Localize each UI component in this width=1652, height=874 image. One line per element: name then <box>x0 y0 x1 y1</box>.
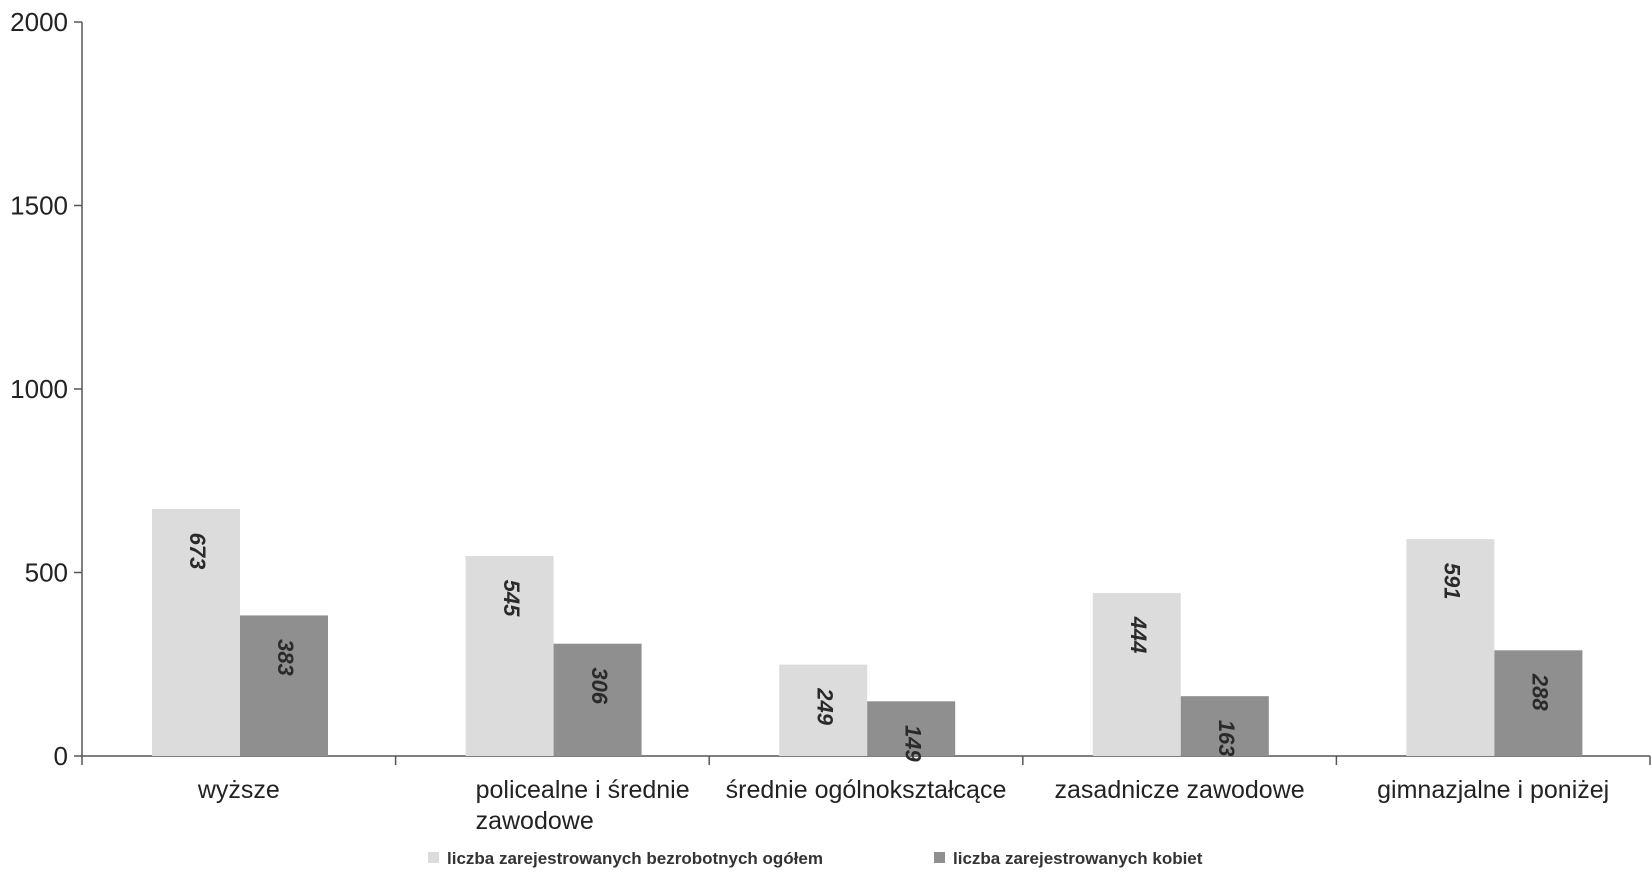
axes: 0 500 1000 1500 2000 <box>10 7 1651 771</box>
bar <box>1406 539 1495 756</box>
bar <box>465 555 554 756</box>
legend: liczba zarejestrowanych bezrobotnych ogó… <box>428 849 1203 868</box>
data-label: 306 <box>587 667 612 704</box>
y-tick-label: 1500 <box>10 191 68 221</box>
category-label: policealne i średnie <box>476 776 690 804</box>
bar <box>1494 650 1583 756</box>
labels: 673 383 wyższe 545 306 policealne i średnie za… <box>185 533 1609 835</box>
legend-label: liczba zarejestrowanych bezrobotnych ogó… <box>447 849 823 868</box>
legend-swatch <box>934 852 945 863</box>
data-label: 444 <box>1126 616 1151 654</box>
bar <box>779 664 868 756</box>
category-label: zasadnicze zawodowe <box>1055 776 1305 804</box>
data-label: 591 <box>1440 563 1465 600</box>
bar <box>1180 696 1269 756</box>
data-label: 249 <box>812 687 837 725</box>
y-tick-label: 500 <box>25 558 68 588</box>
category-label: zawodowe <box>476 807 594 835</box>
y-tick-label: 1000 <box>10 374 68 404</box>
y-tick-label: 2000 <box>10 7 68 37</box>
bar <box>240 615 328 756</box>
bar <box>553 643 642 756</box>
bar <box>1092 593 1181 756</box>
category-label: średnie ogólnokształcące <box>726 776 1007 804</box>
bars <box>152 509 1583 756</box>
category-label: gimnazjalne i poniżej <box>1377 776 1609 804</box>
bar <box>867 701 956 756</box>
data-label: 545 <box>499 580 524 617</box>
data-label: 673 <box>185 533 210 570</box>
data-label: 383 <box>273 639 298 676</box>
y-tick-label: 0 <box>54 741 68 771</box>
bar <box>152 509 240 756</box>
legend-label: liczba zarejestrowanych kobiet <box>953 849 1203 868</box>
data-label: 149 <box>900 725 925 762</box>
data-label: 288 <box>1528 673 1553 711</box>
category-label: wyższe <box>197 776 280 804</box>
legend-swatch <box>428 852 439 863</box>
data-label: 163 <box>1214 720 1239 757</box>
